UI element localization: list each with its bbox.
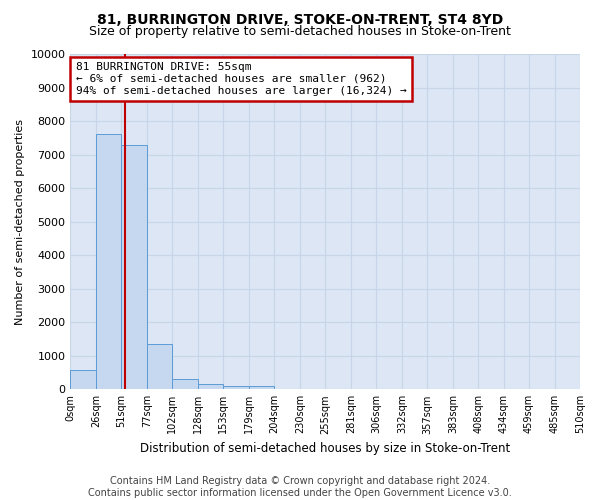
Bar bbox=[249, 386, 274, 390]
Bar bbox=[70, 370, 97, 390]
Bar bbox=[121, 145, 148, 390]
Y-axis label: Number of semi-detached properties: Number of semi-detached properties bbox=[15, 118, 25, 324]
Bar bbox=[223, 386, 249, 390]
Bar bbox=[172, 379, 199, 390]
Bar bbox=[199, 384, 223, 390]
Text: Contains HM Land Registry data © Crown copyright and database right 2024.
Contai: Contains HM Land Registry data © Crown c… bbox=[88, 476, 512, 498]
Text: 81 BURRINGTON DRIVE: 55sqm
← 6% of semi-detached houses are smaller (962)
94% of: 81 BURRINGTON DRIVE: 55sqm ← 6% of semi-… bbox=[76, 62, 406, 96]
Bar bbox=[97, 134, 121, 390]
Bar bbox=[148, 344, 172, 390]
Text: Size of property relative to semi-detached houses in Stoke-on-Trent: Size of property relative to semi-detach… bbox=[89, 25, 511, 38]
Text: 81, BURRINGTON DRIVE, STOKE-ON-TRENT, ST4 8YD: 81, BURRINGTON DRIVE, STOKE-ON-TRENT, ST… bbox=[97, 12, 503, 26]
X-axis label: Distribution of semi-detached houses by size in Stoke-on-Trent: Distribution of semi-detached houses by … bbox=[140, 442, 511, 455]
